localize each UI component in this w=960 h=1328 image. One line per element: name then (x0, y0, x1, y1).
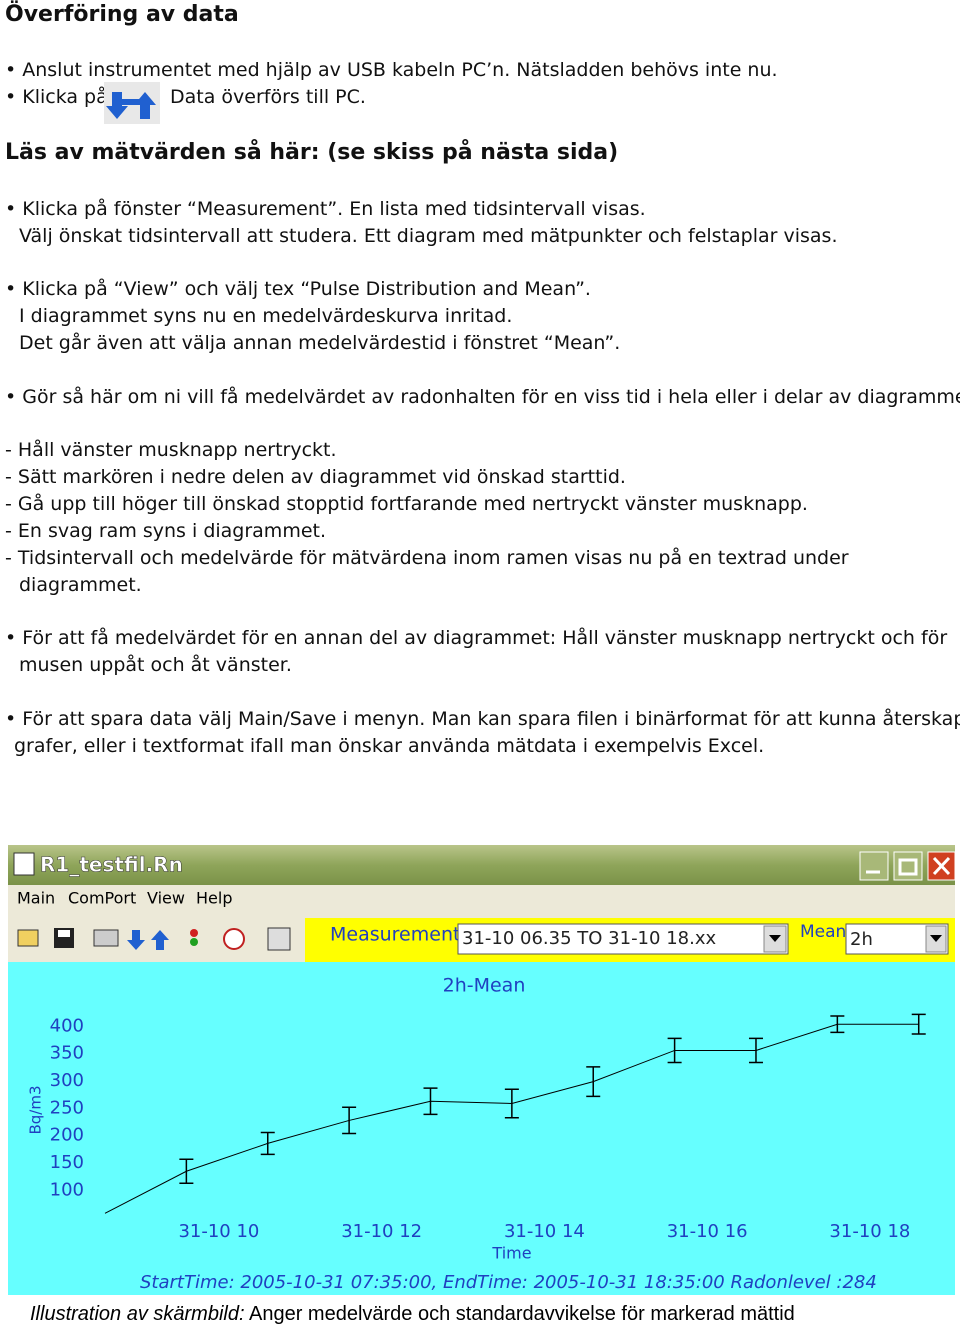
dropdown-arrow (769, 935, 781, 942)
text-line: grafer, eller i textformat ifall man öns… (14, 735, 765, 757)
heading: Överföring av data (5, 2, 239, 27)
app-icon (13, 852, 35, 876)
text-line: • Klicka på fönster “Measurement”. En li… (5, 198, 646, 220)
error-bar (260, 1131, 275, 1156)
text-line: • För att spara data välj Main/Save i me… (5, 708, 960, 730)
caption-text: Anger medelvärde och standardavvikelse f… (248, 1303, 795, 1325)
menu-item[interactable]: ComPort (68, 889, 136, 908)
y-tick-label: 350 (50, 1043, 84, 1064)
text-line: musen uppåt och åt vänster. (19, 654, 292, 676)
error-bar (748, 1037, 763, 1064)
x-tick-label: 31-10 12 (341, 1221, 422, 1242)
dropdown-arrow (930, 935, 942, 942)
status-line: StartTime: 2005-10-31 07:35:00, EndTime:… (140, 1272, 877, 1293)
menu-item[interactable]: Help (196, 889, 232, 908)
error-bar (423, 1087, 438, 1116)
error-bar (830, 1015, 845, 1034)
x-tick-label: 31-10 18 (829, 1221, 910, 1242)
menu-bar (8, 885, 955, 912)
menu-item[interactable]: View (147, 889, 185, 908)
text-line: I diagrammet syns nu en medelvärdeskurva… (19, 305, 513, 327)
error-bar (179, 1158, 194, 1185)
window-title: R1_testfil.Rn (40, 853, 183, 877)
y-tick-label: 100 (50, 1179, 84, 1200)
text-line: - En svag ram syns i diagrammet. (5, 520, 327, 542)
y-tick-label: 250 (50, 1097, 84, 1118)
error-bar (911, 1013, 926, 1035)
text-line: • Klicka på “View” och välj tex “Pulse D… (5, 278, 591, 300)
error-bar (342, 1106, 357, 1135)
text-line: Välj önskat tidsintervall att studera. E… (19, 225, 838, 247)
error-bar (667, 1037, 682, 1064)
measurement-value: 31-10 06.35 TO 31-10 18.xx (462, 928, 716, 949)
text-line: • Klicka på (5, 86, 108, 108)
y-axis-label: Bq/m3 (27, 1085, 45, 1134)
measurement-label: Measurement (330, 924, 460, 946)
x-tick-label: 31-10 14 (504, 1221, 585, 1242)
text-line: • För att få medelvärdet för en annan de… (5, 627, 948, 649)
mean-label: Mean (800, 922, 846, 942)
measurement-select[interactable] (457, 923, 789, 955)
x-tick-label: 31-10 16 (667, 1221, 748, 1242)
error-bar (586, 1066, 601, 1098)
window-button-glyphs (866, 856, 951, 876)
error-bar (504, 1088, 519, 1119)
mean-value: 2h (850, 929, 873, 950)
text-line: • Gör så här om ni vill få medelvärdet a… (5, 386, 960, 408)
y-tick-label: 200 (50, 1125, 84, 1146)
y-tick-label: 300 (50, 1070, 84, 1091)
menu-item[interactable]: Main (17, 889, 55, 908)
text-line: - Gå upp till höger till önskad stopptid… (5, 493, 808, 515)
text-line: diagrammet. (19, 574, 142, 596)
text-line: Data överförs till PC. (170, 86, 366, 108)
chart-area (8, 962, 955, 1295)
text-line: - Tidsintervall och medelvärde för mätvä… (5, 547, 849, 569)
text-line: - Håll vänster musknapp nertryckt. (5, 439, 337, 461)
chart-title: 2h-Mean (443, 975, 526, 997)
title-bar (8, 845, 955, 885)
caption-label: Illustration av skärmbild: (30, 1303, 245, 1325)
caption: Illustration av skärmbild: Anger medelvä… (30, 1303, 795, 1326)
x-axis-label: Time (491, 1244, 531, 1263)
y-tick-label: 400 (50, 1015, 84, 1036)
text-line: Det går även att välja annan medelvärdes… (19, 332, 621, 354)
usb-icon (104, 82, 160, 124)
maximize-button[interactable] (893, 851, 923, 881)
x-tick-label: 31-10 10 (178, 1221, 259, 1242)
y-tick-label: 150 (50, 1152, 84, 1173)
minimize-button[interactable] (859, 851, 889, 881)
toolbar-icons (17, 927, 291, 951)
text-line: • Anslut instrumentet med hjälp av USB k… (5, 59, 778, 81)
text-line: - Sätt markören i nedre delen av diagram… (5, 466, 626, 488)
subheading: Läs av mätvärden så här: (se skiss på nä… (5, 140, 619, 165)
